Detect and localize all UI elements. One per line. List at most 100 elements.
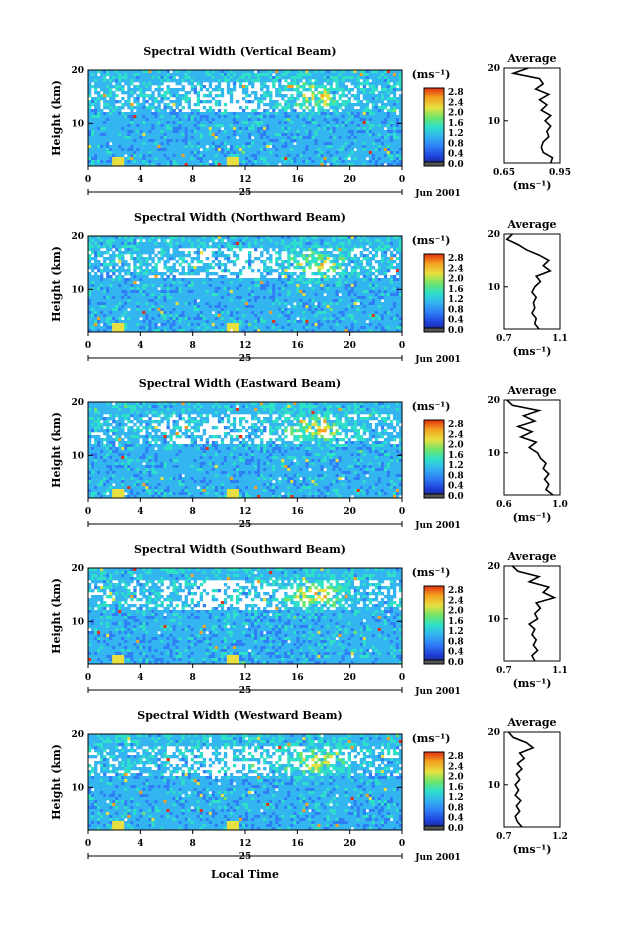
heatmap-cell [148, 79, 152, 83]
heatmap-cell [94, 157, 98, 161]
heatmap-cell [109, 257, 113, 261]
heatmap-cell [166, 245, 170, 249]
heatmap-cell [175, 127, 179, 131]
heatmap-cell [284, 103, 288, 107]
heatmap-cell [383, 133, 388, 137]
heatmap-cell [308, 100, 312, 104]
heatmap-cell [175, 88, 179, 92]
heatmap-cell [329, 133, 333, 137]
heatmap-cell [389, 299, 394, 303]
heatmap-cell [395, 242, 400, 246]
heatmap-cell [154, 121, 158, 125]
heatmap-cell [365, 73, 370, 77]
heatmap-cell [94, 239, 98, 243]
heatmap-cell [371, 160, 376, 164]
heatmap-cell [196, 145, 201, 149]
heatmap-cell [290, 130, 294, 134]
heatmap-cell [88, 91, 92, 95]
heatmap-cell [281, 299, 285, 303]
heatmap-cell [184, 245, 188, 249]
heatmap-cell [299, 130, 303, 134]
heatmap-cell [260, 236, 264, 240]
heatmap-cell [169, 112, 173, 116]
heatmap-cell [398, 157, 403, 161]
heatmap-cell [320, 260, 324, 264]
heatmap-cell [214, 236, 219, 240]
heatmap-cell [214, 293, 219, 297]
heatmap-cell [166, 136, 170, 140]
heatmap-cell [296, 148, 300, 152]
heatmap-cell [359, 127, 364, 131]
heatmap-cell [187, 97, 191, 101]
heatmap-cell [317, 154, 321, 158]
heatmap-cell [136, 302, 140, 306]
heatmap-cell [329, 118, 333, 122]
heatmap-cell [145, 109, 149, 113]
heatmap-cell [392, 112, 397, 116]
heatmap-cell [335, 142, 339, 146]
heatmap-cell [284, 275, 288, 279]
heatmap-cell [109, 160, 113, 164]
heatmap-cell [145, 148, 149, 152]
heatmap-cell [266, 130, 270, 134]
heatmap-cell [302, 139, 306, 143]
heatmap-cell [245, 157, 249, 161]
heatmap-cell [308, 97, 312, 101]
heatmap-cell [320, 82, 324, 86]
heatmap-cell [284, 118, 288, 122]
heatmap-cell [103, 88, 107, 92]
heatmap-cell [296, 127, 300, 131]
heatmap-cell [160, 139, 164, 143]
heatmap-cell [275, 290, 279, 294]
heatmap-cell [133, 296, 137, 300]
heatmap-cell [148, 251, 152, 255]
heatmap-cell [181, 112, 185, 116]
heatmap-cell [356, 236, 361, 240]
heatmap-cell [386, 248, 391, 252]
heatmap-cell [196, 281, 201, 285]
heatmap-cell [184, 70, 188, 74]
heatmap-cell [287, 151, 291, 155]
heatmap-cell [109, 91, 113, 95]
heatmap-cell [157, 103, 161, 107]
heatmap-cell [178, 281, 182, 285]
heatmap-cell [133, 127, 137, 131]
heatmap-cell [338, 103, 342, 107]
heatmap-cell [175, 151, 179, 155]
heatmap-cell [254, 157, 258, 161]
heatmap-cell [347, 278, 351, 282]
heatmap-cell [296, 302, 300, 306]
heatmap-cell [184, 272, 188, 276]
heatmap-cell [395, 299, 400, 303]
heatmap-cell [235, 124, 240, 128]
heatmap-cell [329, 242, 333, 246]
heatmap-cell [220, 88, 225, 92]
heatmap-cell [278, 242, 282, 246]
heatmap-cell [133, 100, 137, 104]
heatmap-cell [398, 145, 403, 149]
heatmap-cell [245, 145, 249, 149]
heatmap-cell [272, 148, 276, 152]
heatmap-cell [368, 257, 373, 261]
heatmap-cell [229, 79, 234, 83]
heatmap-cell [281, 130, 285, 134]
heatmap-cell [323, 290, 327, 294]
heatmap-cell [190, 148, 194, 152]
heatmap-cell [383, 121, 388, 125]
heatmap-cell [341, 263, 345, 267]
heatmap-cell [175, 302, 179, 306]
heatmap-cell [196, 142, 201, 146]
heatmap-cell [169, 136, 173, 140]
heatmap-cell [151, 118, 155, 122]
heatmap-cell [251, 287, 255, 291]
heatmap-cell [208, 139, 213, 143]
heatmap-cell [190, 136, 194, 140]
heatmap-cell [371, 293, 376, 297]
heatmap-cell [115, 242, 119, 246]
heatmap-cell [302, 293, 306, 297]
heatmap-cell [205, 296, 210, 300]
heatmap-cell [332, 254, 336, 258]
heatmap-cell [211, 124, 216, 128]
heatmap-cell [275, 73, 279, 77]
heatmap-cell [88, 284, 92, 288]
